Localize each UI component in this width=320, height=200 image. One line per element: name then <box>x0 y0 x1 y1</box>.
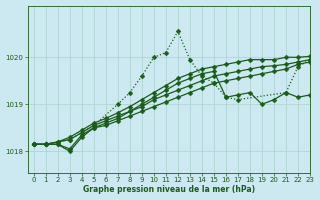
X-axis label: Graphe pression niveau de la mer (hPa): Graphe pression niveau de la mer (hPa) <box>83 185 255 194</box>
